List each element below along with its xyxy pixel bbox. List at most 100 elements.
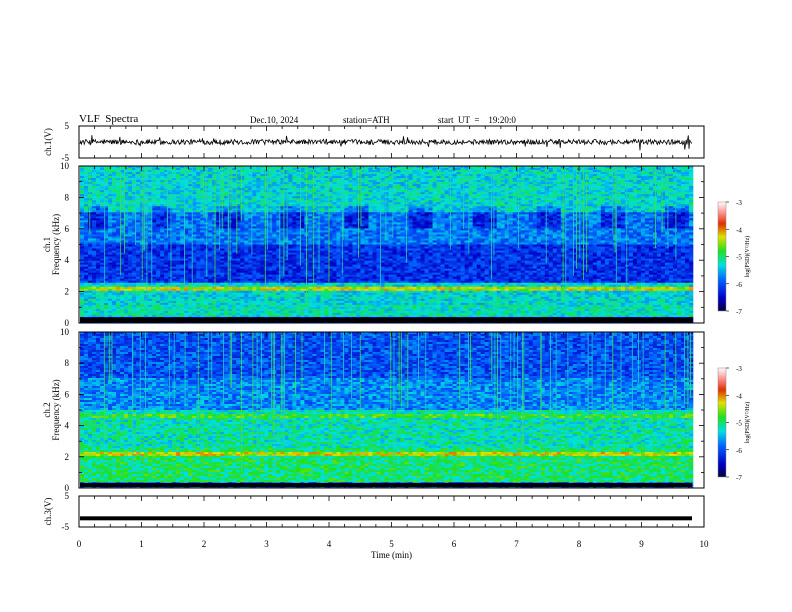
- spectrogram-cell: [509, 194, 513, 196]
- spectrogram-cell: [368, 226, 372, 228]
- spectrogram-cell: [593, 196, 597, 198]
- spectrogram-cell: [493, 180, 497, 182]
- spectrogram-cell: [461, 176, 465, 178]
- spectrogram-cell: [481, 176, 485, 178]
- spectrogram-cell: [641, 192, 645, 194]
- spectrogram-cell: [401, 198, 405, 200]
- spectrogram-cell: [497, 214, 501, 216]
- spectrogram-cell: [421, 218, 425, 220]
- spectrogram-cell: [136, 206, 140, 208]
- spectrogram-cell: [160, 178, 164, 180]
- spectrogram-cell: [541, 190, 545, 192]
- spectrogram-cell: [136, 168, 140, 170]
- spectrogram-cell: [425, 170, 429, 172]
- spectrogram-cell: [461, 214, 465, 216]
- spectrogram-cell: [637, 184, 641, 186]
- spectrogram-cell: [288, 202, 292, 204]
- spectrogram-cell: [389, 222, 393, 224]
- spectrogram-cell: [437, 186, 441, 188]
- spectrogram-cell: [525, 212, 529, 214]
- spectrogram-cell: [272, 218, 276, 220]
- spectrogram-cell: [312, 226, 316, 228]
- spectrogram-cell: [168, 228, 172, 230]
- spectrogram-cell: [509, 220, 513, 222]
- spectrogram-cell: [673, 228, 677, 230]
- spectrogram-cell: [581, 206, 585, 208]
- spectrogram-cell: [553, 186, 557, 188]
- spectrogram-cell: [316, 214, 320, 216]
- spectrogram-cell: [465, 170, 469, 172]
- spectrogram-cell: [553, 208, 557, 210]
- spectrogram-cell: [348, 198, 352, 200]
- spectrogram-cell: [521, 226, 525, 228]
- spectrogram-cell: [685, 188, 689, 190]
- spectrogram-cell: [677, 226, 681, 228]
- spectrogram-cell: [204, 186, 208, 188]
- spectrogram-cell: [192, 184, 196, 186]
- spectrogram-cell: [96, 194, 100, 196]
- spectrogram-cell: [413, 168, 417, 170]
- spectrogram-cell: [577, 200, 581, 202]
- spectrogram-cell: [617, 218, 621, 220]
- spectrogram-cell: [288, 186, 292, 188]
- spectrogram-cell: [545, 186, 549, 188]
- spectrogram-cell: [116, 226, 120, 228]
- spectrogram-cell: [497, 212, 501, 214]
- spectrogram-cell: [493, 222, 497, 224]
- spectrogram-cell: [569, 176, 573, 178]
- spectrogram-cell: [212, 196, 216, 198]
- spectrogram-cell: [629, 168, 633, 170]
- spectrogram-cell: [433, 202, 437, 204]
- spectrogram-cell: [352, 170, 356, 172]
- spectrogram-cell: [529, 180, 533, 182]
- spectrogram-cell: [681, 196, 685, 198]
- spectrogram-cell: [425, 178, 429, 180]
- spectrogram-cell: [144, 182, 152, 184]
- spectrogram-cell: [493, 226, 497, 228]
- spectrogram-cell: [473, 204, 477, 206]
- spectrogram-cell: [80, 198, 84, 200]
- spectrogram-cell: [312, 192, 316, 194]
- spectrogram-cell: [633, 178, 637, 180]
- spectrogram-cell: [633, 200, 637, 202]
- spectrogram-cell: [677, 210, 681, 212]
- spectrogram-cell: [92, 218, 96, 220]
- spectrogram-cell: [669, 222, 673, 224]
- spectrogram-cell: [108, 208, 112, 210]
- spectrogram-cell: [473, 178, 477, 180]
- spectrogram-cell: [465, 210, 469, 212]
- spectrogram-cell: [164, 196, 168, 198]
- spectrogram-cell: [160, 220, 164, 222]
- spectrogram-cell: [493, 198, 497, 200]
- spectrogram-cell: [368, 192, 372, 194]
- spectrogram-cell: [461, 192, 465, 194]
- spectrogram-cell: [461, 204, 465, 206]
- spectrogram-cell: [108, 184, 112, 186]
- spectrogram-cell: [485, 180, 489, 182]
- spectrogram-cell: [525, 226, 529, 228]
- spectrogram-cell: [497, 182, 501, 184]
- spectrogram-cell: [605, 190, 609, 192]
- spectrogram-cell: [364, 216, 368, 218]
- spectrogram-cell: [344, 226, 348, 228]
- spectrogram-cell: [368, 220, 372, 222]
- spectrogram-cell: [389, 224, 393, 226]
- spectrogram-cell: [453, 186, 457, 188]
- spectrogram-cell: [100, 216, 104, 218]
- spectrogram-cell: [268, 170, 272, 172]
- spectrogram-cell: [633, 214, 637, 216]
- spectrogram-cell: [116, 202, 120, 204]
- spectrogram-cell: [513, 188, 517, 190]
- spectrogram-cell: [445, 176, 449, 178]
- spectrogram-cell: [352, 230, 356, 232]
- spectrogram-cell: [176, 204, 180, 206]
- spectrogram-cell: [589, 178, 593, 180]
- spectrogram-cell: [489, 228, 493, 230]
- spectrogram-cell: [172, 220, 176, 222]
- spectrogram-cell: [581, 208, 585, 210]
- spectrogram-cell: [649, 214, 653, 216]
- spectrogram-cell: [336, 170, 340, 172]
- spectrogram-cell: [385, 172, 389, 174]
- spectrogram-cell: [389, 184, 393, 186]
- spectrogram-cell: [208, 210, 212, 212]
